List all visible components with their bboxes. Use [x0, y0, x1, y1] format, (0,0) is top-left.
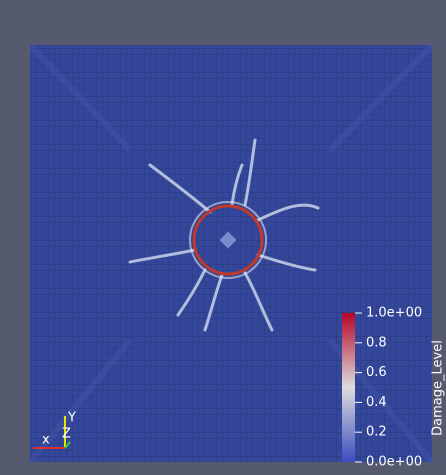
axis-z-label: Z: [62, 427, 71, 442]
colorbar-tick-label: 0.8: [366, 335, 387, 350]
colorbar-tick-label: 0.2: [366, 425, 387, 440]
colorbar-tick-label: 0.0e+00: [366, 455, 422, 470]
colorbar-title: Damage_Level: [431, 340, 446, 436]
render-view: x Y Z Damage_Level 1.0e+00 0.8 0.6 0.4 0.2 0.…: [0, 0, 446, 475]
colorbar-tick-label: 0.6: [366, 365, 387, 380]
colorbar: [342, 313, 355, 462]
axis-y-label: Y: [67, 411, 76, 426]
axis-x-label: x: [42, 433, 50, 448]
colorbar-tick-label: 0.4: [366, 395, 387, 410]
colorbar-tick-label: 1.0e+00: [366, 306, 422, 321]
